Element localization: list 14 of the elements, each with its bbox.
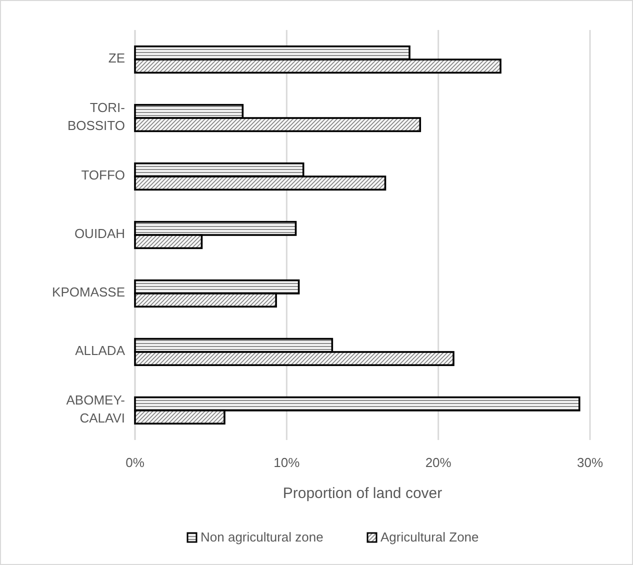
y-tick-label: KPOMASSE [52,284,126,300]
legend-label: Agricultural Zone [380,529,479,544]
legend-label: Non agricultural zone [200,529,324,544]
x-tick-label: 20% [425,455,452,470]
x-axis-title: Proportion of land cover [282,485,442,502]
x-tick-label: 0% [126,455,145,470]
y-tick-label: OUIDAH [74,226,125,242]
y-tick-label: ABOMEY-CALAVI [66,392,125,426]
y-tick-label: ALLADA [75,343,126,358]
y-tick-label: ZE [108,50,126,66]
y-tick-label: TOFFO [81,168,125,183]
x-tick-label: 30% [576,455,604,470]
x-tick-label: 10% [274,455,300,470]
y-tick-label: TORI-BOSSITO [67,100,125,134]
